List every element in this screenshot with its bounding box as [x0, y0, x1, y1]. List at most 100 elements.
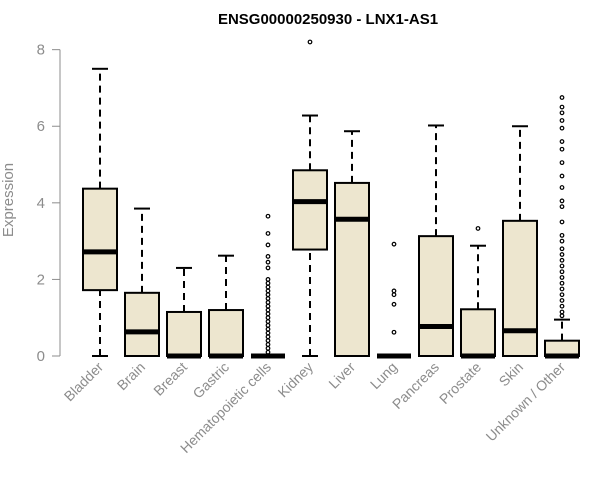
outlier-point	[559, 303, 565, 309]
outlier-point	[391, 288, 397, 294]
box-brain	[124, 207, 160, 358]
outlier-point	[559, 185, 565, 190]
box-hematopoietic-cells	[251, 213, 285, 359]
outlier-point	[559, 204, 565, 210]
outlier-point	[559, 313, 565, 319]
outlier-point	[265, 330, 271, 336]
box-body	[334, 181, 370, 357]
outlier-point	[265, 265, 271, 271]
x-tick-label: Prostate	[436, 359, 484, 407]
outlier-point	[559, 263, 565, 269]
x-tick-label: Liver	[325, 359, 358, 392]
box-breast	[166, 266, 202, 359]
outlier-point	[559, 198, 565, 204]
x-tick-label: Brain	[114, 359, 148, 393]
box-kidney	[292, 39, 328, 357]
x-tick-label: Pancreas	[389, 359, 442, 412]
box-bladder	[82, 67, 118, 357]
outlier-point	[391, 329, 397, 335]
outlier-point	[475, 226, 481, 231]
outlier-point	[559, 269, 565, 275]
outlier-point	[559, 160, 565, 166]
y-tick-label: 8	[37, 42, 45, 59]
box-body	[460, 308, 496, 357]
outlier-point	[559, 125, 565, 131]
outlier-point	[391, 292, 397, 298]
outlier-point	[265, 280, 271, 286]
box-skin	[502, 125, 538, 357]
outlier-point	[265, 231, 271, 236]
box-body	[82, 187, 118, 292]
outlier-point	[559, 219, 565, 225]
outlier-point	[265, 259, 271, 265]
x-tick-label: Kidney	[275, 359, 317, 401]
box-body	[418, 235, 454, 357]
x-tick-label: Unknown / Other	[483, 359, 569, 445]
outlier-point	[559, 286, 565, 292]
outlier-point	[265, 254, 271, 259]
outlier-point	[265, 342, 271, 347]
x-tick-label: Breast	[150, 359, 190, 399]
outlier-point	[559, 298, 565, 303]
outlier-point	[559, 232, 565, 238]
outlier-point	[559, 110, 565, 116]
box-unknown-other	[544, 95, 580, 359]
outlier-point	[265, 303, 271, 309]
x-tick-label: Bladder	[61, 359, 107, 405]
outlier-point	[391, 301, 397, 307]
box-lung	[377, 241, 411, 359]
outlier-point	[265, 242, 271, 248]
x-tick-label: Lung	[367, 359, 400, 392]
outlier-point	[265, 277, 271, 282]
y-tick-label: 0	[37, 348, 45, 365]
outlier-point	[265, 349, 271, 355]
outlier-point	[265, 319, 271, 324]
outlier-point	[265, 288, 271, 294]
outlier-point	[265, 307, 271, 313]
outlier-point	[559, 309, 565, 315]
outlier-point	[559, 292, 565, 298]
outlier-point	[559, 139, 565, 144]
outlier-point	[559, 146, 565, 152]
box-body	[124, 291, 160, 358]
box-gastric	[208, 254, 244, 359]
y-tick-label: 4	[37, 195, 45, 212]
outlier-point	[559, 252, 565, 257]
box-body	[208, 309, 244, 357]
y-tick-label: 6	[37, 118, 45, 135]
outlier-point	[265, 213, 271, 219]
outlier-point	[559, 95, 565, 100]
outlier-point	[265, 326, 271, 332]
outlier-point	[265, 334, 271, 340]
box-body	[502, 219, 538, 357]
box-pancreas	[418, 124, 454, 357]
outlier-point	[559, 173, 565, 179]
axes: 0 2 4 6 8	[37, 42, 61, 365]
outlier-point	[559, 246, 565, 252]
outlier-point	[559, 280, 565, 286]
box-prostate	[460, 226, 496, 359]
box-body	[292, 169, 328, 251]
outlier-point	[265, 311, 271, 317]
chart-title: ENSG00000250930 - LNX1-AS1	[218, 11, 438, 28]
box-liver	[334, 130, 370, 357]
outlier-point	[265, 345, 271, 351]
outlier-point	[559, 275, 565, 280]
outlier-point	[559, 104, 565, 110]
outlier-point	[559, 257, 565, 263]
outlier-point	[265, 284, 271, 290]
outlier-point	[265, 338, 271, 344]
outlier-point	[265, 299, 271, 305]
outlier-point	[265, 322, 271, 328]
outlier-point	[391, 241, 397, 247]
y-tick-label: 2	[37, 271, 45, 288]
boxes-group	[82, 39, 580, 359]
outlier-point	[265, 296, 271, 301]
outlier-point	[265, 315, 271, 321]
outlier-point	[265, 292, 271, 298]
outlier-point	[559, 118, 565, 123]
box-body	[166, 310, 202, 357]
outlier-point	[307, 39, 313, 45]
